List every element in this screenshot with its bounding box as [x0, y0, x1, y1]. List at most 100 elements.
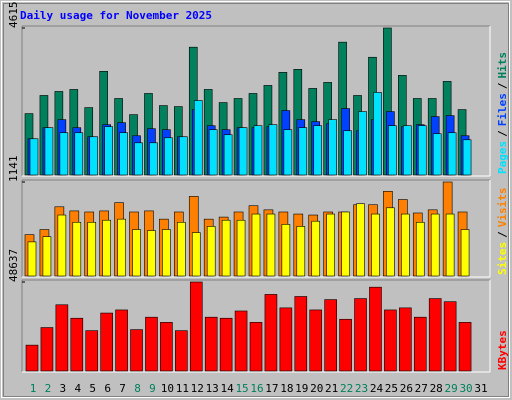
- x-tick-label: 8: [134, 382, 141, 395]
- x-tick-label: 28: [430, 382, 443, 395]
- bar: [283, 129, 293, 176]
- bar: [430, 213, 440, 277]
- bar: [253, 125, 263, 176]
- x-tick-label: 18: [280, 382, 293, 395]
- bar: [281, 224, 291, 277]
- legend-separator: /: [496, 231, 509, 238]
- bar: [326, 213, 335, 277]
- bar: [223, 134, 233, 176]
- x-tick-label: 4: [74, 382, 81, 395]
- legend: Pages / Files / Hits: [496, 52, 509, 174]
- bar: [264, 294, 278, 372]
- bar: [177, 221, 186, 277]
- x-tick-label: 23: [355, 382, 368, 395]
- bar: [251, 213, 261, 277]
- bar: [102, 219, 111, 277]
- bar: [87, 221, 97, 277]
- legend-entry: Pages: [496, 141, 509, 174]
- bar: [42, 236, 52, 277]
- legend-entry: KBytes: [496, 330, 509, 370]
- bar: [175, 330, 188, 372]
- bar: [371, 213, 380, 277]
- bar: [132, 229, 141, 277]
- bar: [358, 111, 367, 176]
- bar: [279, 307, 293, 372]
- bar: [130, 329, 143, 372]
- x-tick-label: 29: [445, 382, 458, 395]
- chart-title: Daily usage for November 2025: [20, 9, 212, 22]
- bar: [40, 327, 54, 372]
- x-tick-label: 10: [161, 382, 174, 395]
- bar: [238, 127, 248, 176]
- x-tick-label: 15: [235, 382, 248, 395]
- x-tick-label: 21: [325, 382, 338, 395]
- legend-entry: Hits: [496, 52, 509, 79]
- legend-entry: Visits: [496, 188, 509, 228]
- bar: [89, 136, 99, 176]
- legend-entry: Files: [496, 93, 509, 126]
- bar: [189, 281, 203, 372]
- bar: [147, 230, 156, 277]
- frame: [3, 3, 509, 397]
- bar: [313, 125, 323, 176]
- x-tick-label: 5: [89, 382, 96, 395]
- bar: [294, 296, 308, 372]
- bar: [219, 317, 233, 372]
- bar: [309, 309, 323, 372]
- bar: [191, 232, 201, 277]
- bar: [403, 125, 412, 176]
- bar: [234, 310, 248, 372]
- bar: [328, 119, 337, 176]
- legend-separator: /: [496, 130, 509, 137]
- bar: [401, 213, 410, 277]
- bar: [417, 125, 427, 176]
- bar: [447, 132, 457, 176]
- x-tick-label: 7: [119, 382, 126, 395]
- bar: [221, 219, 231, 277]
- bar: [27, 241, 37, 277]
- bar: [298, 127, 308, 176]
- bar: [164, 137, 173, 176]
- bar: [445, 213, 455, 277]
- bar: [249, 322, 263, 372]
- x-tick-label: 1: [30, 382, 37, 395]
- bar: [25, 344, 39, 372]
- bar: [388, 125, 397, 176]
- x-tick-label: 24: [370, 382, 384, 395]
- bar: [369, 286, 382, 372]
- bar: [193, 100, 203, 176]
- y-tick-label: 1141: [7, 156, 20, 183]
- x-tick-label: 13: [206, 382, 219, 395]
- bar: [162, 229, 171, 277]
- bar: [384, 309, 397, 372]
- bar: [204, 316, 218, 372]
- bar: [134, 142, 143, 176]
- bar: [149, 142, 158, 176]
- bar: [57, 214, 67, 277]
- x-tick-label: 12: [191, 382, 204, 395]
- bar: [72, 221, 82, 277]
- x-tick-label: 2: [45, 382, 52, 395]
- bar: [100, 312, 113, 372]
- legend-entry: Sites: [496, 242, 509, 275]
- bar: [339, 318, 352, 372]
- bar: [399, 307, 412, 372]
- bar: [206, 226, 216, 277]
- bar: [119, 132, 128, 176]
- bar: [324, 299, 337, 372]
- bar: [413, 316, 427, 372]
- bar: [145, 316, 158, 372]
- bar: [85, 330, 99, 372]
- x-tick-label: 19: [295, 382, 308, 395]
- bar: [354, 298, 367, 372]
- bar: [104, 126, 113, 176]
- bar: [70, 317, 84, 372]
- x-tick-label: 11: [176, 382, 189, 395]
- bar: [458, 322, 472, 372]
- bar: [462, 139, 472, 176]
- legend: KBytes: [496, 330, 509, 370]
- legend: Sites / Visits: [496, 188, 509, 276]
- bar: [179, 136, 188, 176]
